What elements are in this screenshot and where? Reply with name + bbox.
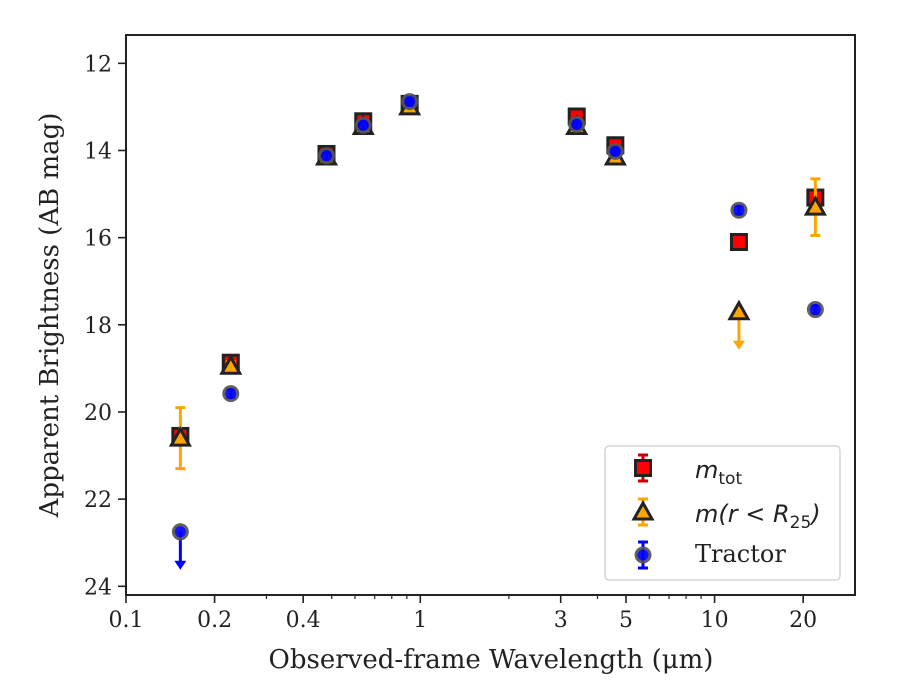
legend-label-mtot: mtot [695, 456, 742, 489]
legend-marker [634, 546, 652, 564]
mr25-point [803, 195, 827, 216]
y-tick-label: 12 [84, 52, 112, 77]
tractor-point [401, 93, 419, 111]
tractor-point [317, 147, 335, 165]
upper-limit-arrow-head [174, 560, 187, 570]
tractor-point [568, 115, 586, 133]
upper-limit-arrow-head [732, 340, 745, 350]
y-tick-label: 18 [84, 314, 112, 339]
tractor-point [171, 523, 189, 541]
y-tick-label: 22 [84, 488, 112, 513]
axes: 0.1 0.2 0.4 1 3 5 10 20 12 14 16 18 20 22 24 [84, 34, 856, 633]
legend-box [604, 445, 841, 581]
legend-marker [631, 499, 655, 521]
legend-square-marker [634, 453, 652, 483]
y-tick-label: 20 [84, 401, 112, 426]
legend-entry-mtot: mtot [634, 453, 742, 489]
x-tick-label: 0.4 [286, 608, 321, 633]
tractor-point [730, 201, 748, 219]
tractor-point [606, 142, 624, 160]
x-tick-label: 10 [701, 608, 729, 633]
legend-entry-tractor: Tractor [634, 540, 786, 570]
legend: mtot m(r < R25) Tractor [604, 445, 841, 581]
tractor-point [806, 301, 824, 319]
x-tick-label: 0.2 [197, 608, 232, 633]
tractor-point [222, 385, 240, 403]
y-axis-title: Apparent Brightness (AB mag) [35, 113, 65, 519]
legend-marker [634, 459, 652, 477]
tractor-point [354, 116, 372, 134]
legend-label-mr25: m(r < R25) [695, 500, 821, 533]
y-tick-label: 16 [84, 227, 112, 252]
legend-entry-mr25: m(r < R25) [631, 497, 821, 533]
x-tick-label: 5 [619, 608, 633, 633]
x-tick-label: 0.1 [109, 608, 144, 633]
legend-circle-marker [634, 540, 652, 570]
y-tick-label: 24 [84, 575, 112, 600]
data-marks [168, 93, 827, 570]
plot-frame [125, 34, 856, 596]
mr25-point [219, 354, 243, 375]
legend-label-tractor: Tractor [695, 540, 786, 568]
mtot-point [729, 233, 748, 252]
mr25-point [168, 426, 192, 447]
mr25-point [727, 299, 751, 321]
legend-triangle-marker [631, 497, 655, 527]
x-tick-label: 1 [413, 608, 427, 633]
y-tick-label: 14 [84, 139, 112, 164]
x-tick-label: 20 [789, 608, 817, 633]
x-axis-title: Observed-frame Wavelength (μm) [269, 645, 714, 675]
x-tick-label: 3 [554, 608, 568, 633]
